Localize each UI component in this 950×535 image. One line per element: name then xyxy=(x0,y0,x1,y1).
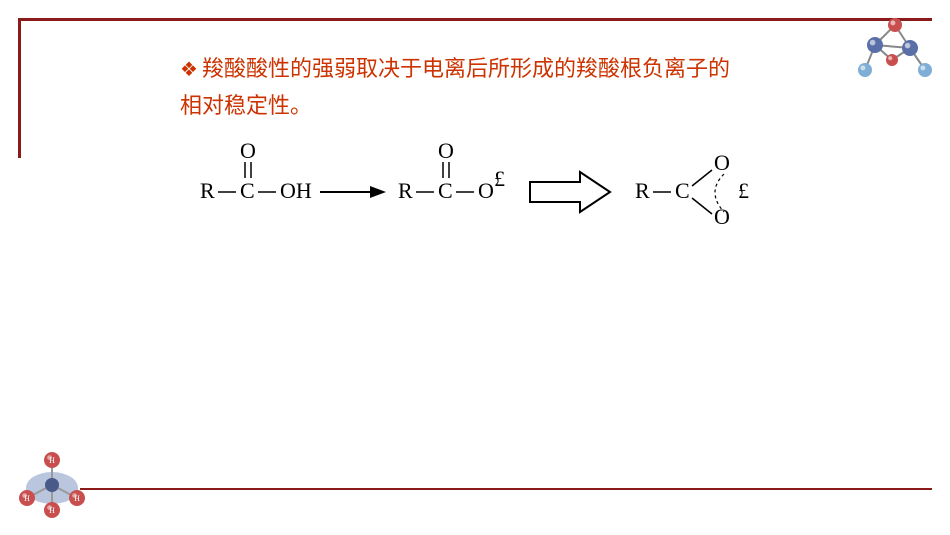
s1-C: C xyxy=(240,178,255,203)
s3-Otop: O xyxy=(714,150,730,175)
s2-C: C xyxy=(438,178,453,203)
s2-charge: £ xyxy=(494,166,505,191)
hollow-arrow xyxy=(530,172,610,212)
s2-Otop: O xyxy=(438,140,454,163)
arrow1-head xyxy=(370,186,386,198)
frame-bottom-border xyxy=(80,488,932,490)
s3-bond-top xyxy=(692,170,712,186)
top-molecule-icon xyxy=(850,10,940,90)
s1-R: R xyxy=(200,178,215,203)
s2-R: R xyxy=(398,178,413,203)
bullet-icon: ❖ xyxy=(180,59,198,81)
s3-Obot: O xyxy=(714,204,730,229)
s1-Otop: O xyxy=(240,140,256,163)
s3-charge: £ xyxy=(738,178,749,203)
main-heading: ❖羧酸酸性的强弱取决于电离后所形成的羧酸根负离子的相对稳定性。 xyxy=(180,50,740,125)
frame-left-border xyxy=(18,18,21,158)
s3-bond-bot xyxy=(692,198,712,214)
s1-OH: OH xyxy=(280,178,312,203)
s2-O: O xyxy=(478,178,494,203)
heading-text: 羧酸酸性的强弱取决于电离后所形成的羧酸根负离子的相对稳定性。 xyxy=(180,56,730,118)
frame-top-border xyxy=(18,18,932,21)
bottom-molecule-icon: HHHH xyxy=(15,450,90,520)
chemistry-diagram: R C O OH R C O O £ R C O O xyxy=(190,140,830,230)
s3-R: R xyxy=(635,178,650,203)
s3-C: C xyxy=(675,178,690,203)
